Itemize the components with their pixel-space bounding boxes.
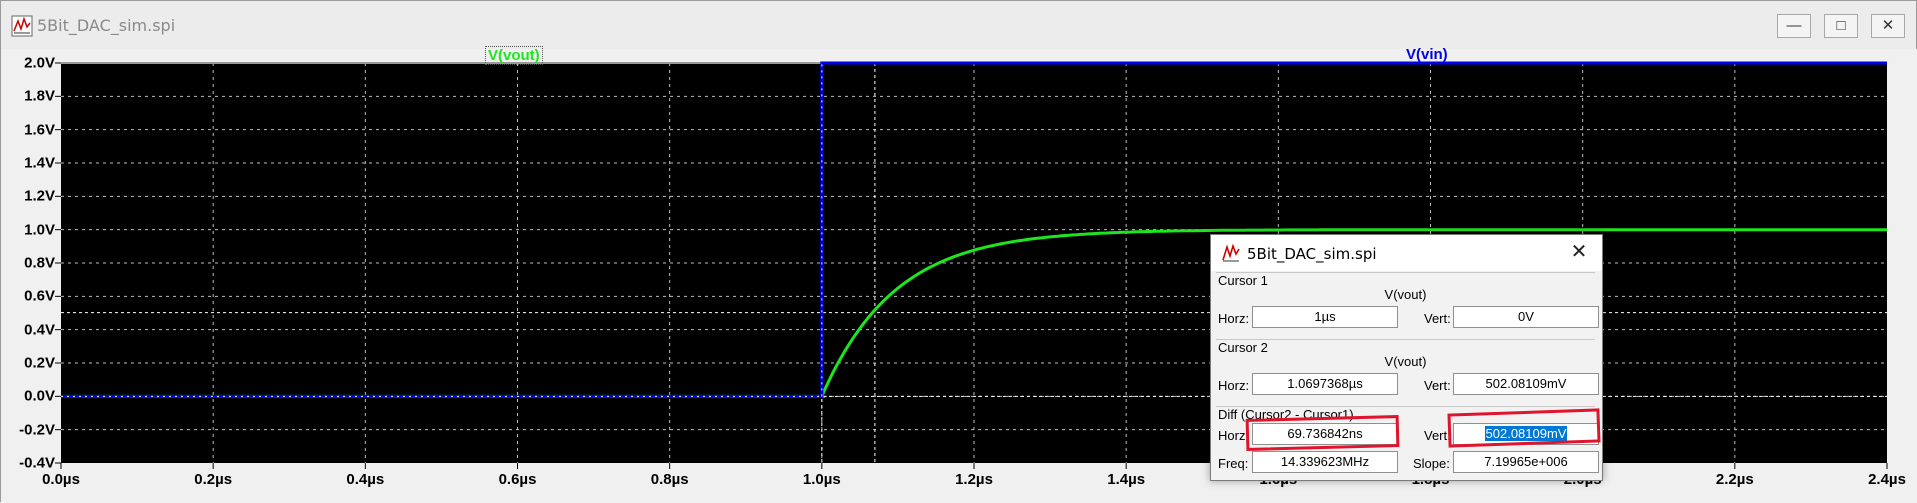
- cursor1-vert-field[interactable]: 0V: [1453, 306, 1599, 328]
- cursor1-horz-field[interactable]: 1µs: [1252, 306, 1398, 328]
- waveform-app-icon: [11, 15, 33, 37]
- y-tick-label: 0.0V: [24, 387, 55, 405]
- y-tick-label: -0.2V: [19, 421, 55, 439]
- y-tick-label: 1.4V: [24, 154, 55, 172]
- cursor2-section: Cursor 2 V(vout) Horz: 1.0697368µs Vert:…: [1216, 339, 1599, 404]
- y-tick-label: 1.2V: [24, 187, 55, 205]
- cursor-dialog[interactable]: 5Bit_DAC_sim.spi ✕ Cursor 1 V(vout) Horz…: [1210, 234, 1603, 481]
- x-tick-label: 0.6µs: [498, 471, 537, 488]
- trace-label-vout[interactable]: V(vout): [485, 46, 543, 65]
- y-tick-label: -0.4V: [19, 454, 55, 472]
- diff-slope-label: Slope:: [1413, 456, 1450, 471]
- window-titlebar[interactable]: 5Bit_DAC_sim.spi — □ ✕: [1, 1, 1916, 50]
- x-tick-label: 2.4µs: [1868, 471, 1906, 488]
- cursor1-trace: V(vout): [1384, 287, 1427, 302]
- diff-slope-field[interactable]: 7.19965e+006: [1453, 451, 1599, 473]
- trace-vin-line: [61, 61, 1887, 398]
- diff-horz-label: Horz:: [1218, 428, 1250, 443]
- x-tick-label: 0.8µs: [650, 471, 689, 488]
- plot-traces: [61, 61, 1887, 398]
- diff-freq-label: Freq:: [1218, 456, 1249, 471]
- waveform-app-icon: [1222, 243, 1240, 262]
- diff-freq-field[interactable]: 14.339623MHz: [1252, 451, 1398, 473]
- diff-horz-field[interactable]: 69.736842ns: [1252, 423, 1398, 445]
- waveform-plot[interactable]: [1, 49, 1917, 503]
- plot-area[interactable]: 2.0V 1.8V 1.6V 1.4V 1.2V 1.0V 0.8V 0.6V 0.4V 0.2V…: [1, 46, 1917, 503]
- window-title: 5Bit_DAC_sim.spi: [37, 16, 176, 35]
- y-tick-label: 2.0V: [24, 54, 55, 72]
- y-tick-label: 1.6V: [24, 121, 55, 139]
- x-tick-label: 1.4µs: [1107, 471, 1146, 488]
- x-tick-label: 0.2µs: [194, 471, 233, 488]
- diff-vert-label: Vert:: [1424, 428, 1451, 443]
- close-window-button[interactable]: ✕: [1871, 14, 1905, 38]
- diff-vert-field[interactable]: 502.08109mV: [1453, 423, 1599, 445]
- maximize-button[interactable]: □: [1824, 14, 1858, 38]
- diff-vert-value-selected: 502.08109mV: [1484, 426, 1568, 441]
- y-tick-label: 0.4V: [24, 321, 55, 339]
- y-tick-label: 1.0V: [24, 221, 55, 239]
- y-tick-label: 0.8V: [24, 254, 55, 272]
- y-tick-label: 1.8V: [24, 87, 55, 105]
- cursor2-vert-label: Vert:: [1424, 378, 1451, 393]
- highlight-annotation-horz: [1245, 415, 1400, 451]
- dialog-title: 5Bit_DAC_sim.spi: [1247, 245, 1377, 263]
- x-tick-label: 1.2µs: [955, 471, 993, 488]
- dialog-titlebar[interactable]: 5Bit_DAC_sim.spi ✕: [1211, 235, 1602, 271]
- close-icon[interactable]: ✕: [1570, 241, 1588, 263]
- minimize-button[interactable]: —: [1777, 14, 1811, 38]
- x-tick-label: 2.2µs: [1715, 471, 1754, 488]
- cursor1-section: Cursor 1 V(vout) Horz: 1µs Vert: 0V: [1216, 272, 1599, 337]
- cursor2-horz-field[interactable]: 1.0697368µs: [1252, 373, 1398, 395]
- trace-vout-line: [61, 228, 1887, 398]
- x-tick-label: 0.0µs: [42, 471, 80, 488]
- cursor1-horz-label: Horz:: [1218, 311, 1250, 326]
- cursor2-vert-field[interactable]: 502.08109mV: [1453, 373, 1599, 395]
- diff-title: Diff (Cursor2 - Cursor1): [1218, 407, 1354, 422]
- cursor2-title: Cursor 2: [1218, 340, 1268, 355]
- x-tick-label: 1.0µs: [802, 471, 841, 488]
- y-tick-label: 0.2V: [24, 354, 55, 372]
- x-tick-label: 0.4µs: [346, 471, 385, 488]
- highlight-annotation-vert: [1447, 408, 1601, 448]
- y-tick-label: 0.6V: [24, 287, 55, 305]
- cursor1-title: Cursor 1: [1218, 273, 1268, 288]
- cursor1-vert-label: Vert:: [1424, 311, 1451, 326]
- cursor2-horz-label: Horz:: [1218, 378, 1250, 393]
- diff-section: Diff (Cursor2 - Cursor1) Horz: 69.736842…: [1216, 406, 1601, 481]
- cursor2-trace: V(vout): [1384, 354, 1427, 369]
- trace-label-vin[interactable]: V(vin): [1406, 46, 1448, 63]
